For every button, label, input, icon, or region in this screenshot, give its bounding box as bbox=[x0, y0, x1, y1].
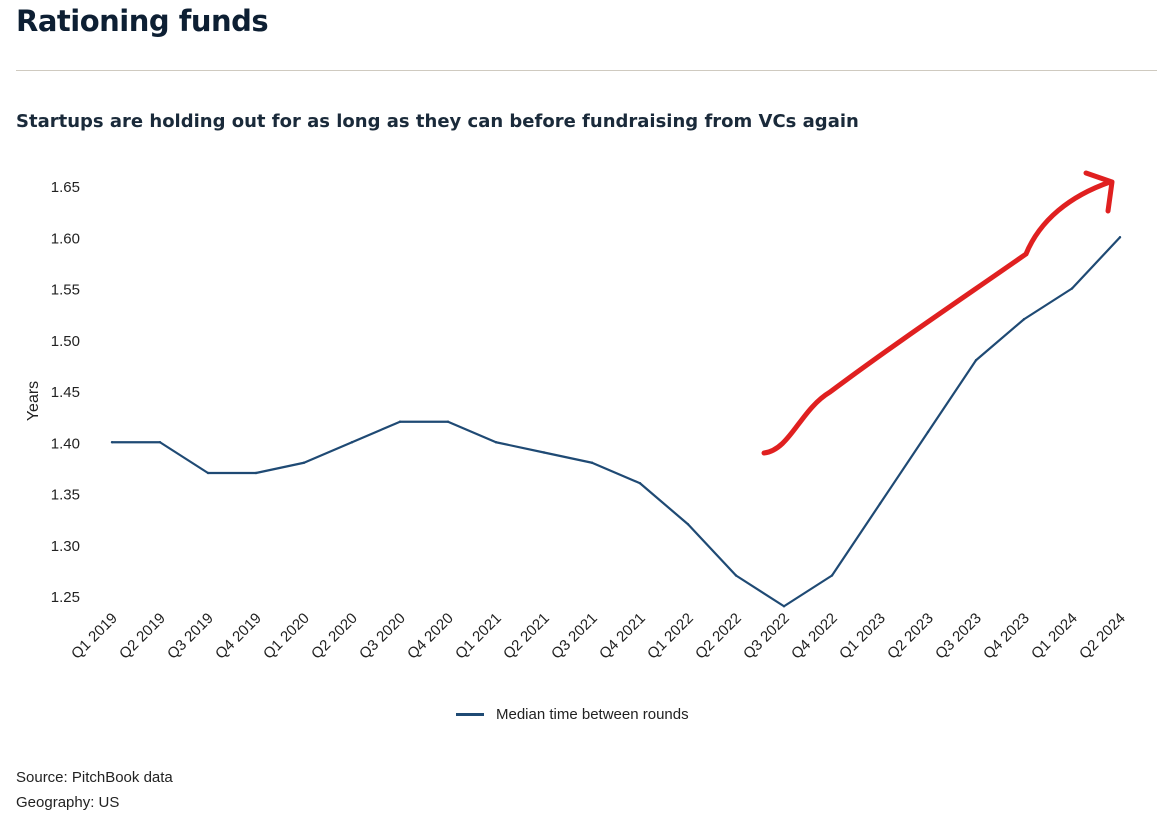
data-point bbox=[542, 451, 546, 454]
annotation-arrow-shaft bbox=[761, 179, 1113, 456]
data-point bbox=[302, 461, 306, 464]
data-point bbox=[110, 441, 114, 444]
x-tick-label: Q4 2021 bbox=[596, 610, 649, 663]
y-tick-label: 1.45 bbox=[51, 384, 80, 401]
x-tick-label: Q3 2023 bbox=[932, 610, 985, 663]
series-line bbox=[112, 236, 1121, 608]
data-point bbox=[638, 482, 642, 485]
geography-note: Geography: US bbox=[16, 794, 120, 811]
data-point bbox=[1070, 287, 1074, 290]
y-tick-label: 1.65 bbox=[51, 179, 80, 196]
data-point bbox=[686, 523, 690, 526]
data-point bbox=[1118, 236, 1122, 239]
x-tick-label: Q2 2024 bbox=[1076, 610, 1129, 663]
x-tick-label: Q1 2023 bbox=[836, 610, 889, 663]
x-tick-label: Q2 2021 bbox=[500, 610, 553, 663]
x-tick-label: Q3 2021 bbox=[548, 610, 601, 663]
y-tick-label: 1.35 bbox=[51, 487, 80, 504]
data-point bbox=[974, 359, 978, 362]
x-tick-label: Q2 2022 bbox=[692, 610, 745, 663]
legend-label: Median time between rounds bbox=[496, 706, 689, 723]
x-tick-label: Q1 2020 bbox=[260, 610, 313, 663]
y-tick-label: 1.40 bbox=[51, 435, 80, 452]
title-divider bbox=[16, 70, 1157, 71]
y-tick-label: 1.30 bbox=[51, 538, 80, 555]
x-tick-label: Q4 2019 bbox=[212, 610, 265, 663]
data-point bbox=[254, 471, 258, 475]
data-point bbox=[590, 461, 594, 464]
data-point bbox=[206, 471, 210, 475]
y-tick-label: 1.25 bbox=[51, 589, 80, 606]
y-tick-label: 1.60 bbox=[51, 230, 80, 247]
legend-swatch bbox=[456, 713, 484, 716]
data-point bbox=[734, 574, 738, 577]
x-tick-label: Q3 2019 bbox=[164, 610, 217, 663]
x-tick-label: Q1 2024 bbox=[1028, 610, 1081, 663]
data-point bbox=[878, 502, 882, 505]
y-tick-label: 1.55 bbox=[51, 282, 80, 299]
series-group bbox=[110, 236, 1122, 608]
y-tick-label: 1.50 bbox=[51, 333, 80, 350]
data-point bbox=[782, 605, 786, 608]
x-tick-label: Q4 2023 bbox=[980, 610, 1033, 663]
x-tick-label: Q4 2020 bbox=[404, 610, 457, 663]
annotation-group bbox=[761, 170, 1115, 456]
data-point bbox=[446, 420, 450, 423]
x-tick-label: Q1 2019 bbox=[68, 610, 121, 663]
data-point bbox=[926, 430, 930, 434]
x-tick-label: Q2 2023 bbox=[884, 610, 937, 663]
legend: Median time between rounds bbox=[456, 706, 689, 723]
chart-subtitle: Startups are holding out for as long as … bbox=[16, 111, 859, 132]
y-axis-label: Years bbox=[25, 381, 42, 421]
x-tick-label: Q3 2020 bbox=[356, 610, 409, 663]
x-tick-label: Q1 2022 bbox=[644, 610, 697, 663]
y-axis-ticks: 1.65 1.60 1.55 1.50 1.45 1.40 1.35 1.30 1.25 bbox=[51, 179, 80, 606]
data-point bbox=[158, 441, 162, 444]
data-point bbox=[830, 574, 834, 577]
x-tick-label: Q2 2020 bbox=[308, 610, 361, 663]
source-note: Source: PitchBook data bbox=[16, 769, 173, 786]
data-point bbox=[494, 441, 498, 444]
x-tick-label: Q4 2022 bbox=[788, 610, 841, 663]
data-point bbox=[398, 420, 402, 423]
page-title: Rationing funds bbox=[16, 4, 269, 38]
x-tick-label: Q3 2022 bbox=[740, 610, 793, 663]
x-tick-label: Q2 2019 bbox=[116, 610, 169, 663]
annotation-arrow-head bbox=[1083, 170, 1115, 214]
data-point bbox=[350, 441, 354, 444]
data-point bbox=[1022, 318, 1026, 321]
x-tick-label: Q1 2021 bbox=[452, 610, 505, 663]
